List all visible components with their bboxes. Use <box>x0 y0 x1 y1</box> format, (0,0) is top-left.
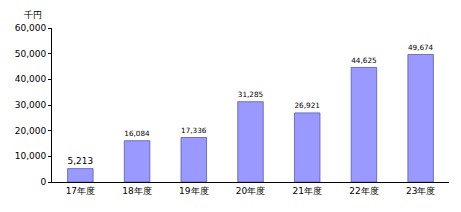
svg-text:16,084: 16,084 <box>124 129 150 138</box>
svg-text:5,213: 5,213 <box>68 156 94 166</box>
svg-text:0: 0 <box>40 177 46 187</box>
svg-text:17年度: 17年度 <box>66 186 95 196</box>
svg-text:26,921: 26,921 <box>294 101 319 110</box>
svg-text:60,000: 60,000 <box>15 23 47 33</box>
svg-text:40,000: 40,000 <box>15 74 47 84</box>
svg-text:18年度: 18年度 <box>122 186 151 196</box>
svg-text:10,000: 10,000 <box>15 151 47 161</box>
svg-text:50,000: 50,000 <box>15 49 47 59</box>
svg-text:31,285: 31,285 <box>238 90 263 99</box>
svg-text:21年度: 21年度 <box>292 186 321 196</box>
svg-text:20年度: 20年度 <box>236 186 265 196</box>
svg-text:22年度: 22年度 <box>349 186 378 196</box>
svg-text:44,625: 44,625 <box>351 56 376 65</box>
svg-text:千円: 千円 <box>24 10 42 20</box>
svg-text:17,336: 17,336 <box>181 126 207 135</box>
svg-text:20,000: 20,000 <box>15 126 47 136</box>
svg-text:49,674: 49,674 <box>408 43 434 52</box>
svg-text:30,000: 30,000 <box>15 100 47 110</box>
svg-text:19年度: 19年度 <box>179 186 208 196</box>
svg-text:23年度: 23年度 <box>406 186 435 196</box>
